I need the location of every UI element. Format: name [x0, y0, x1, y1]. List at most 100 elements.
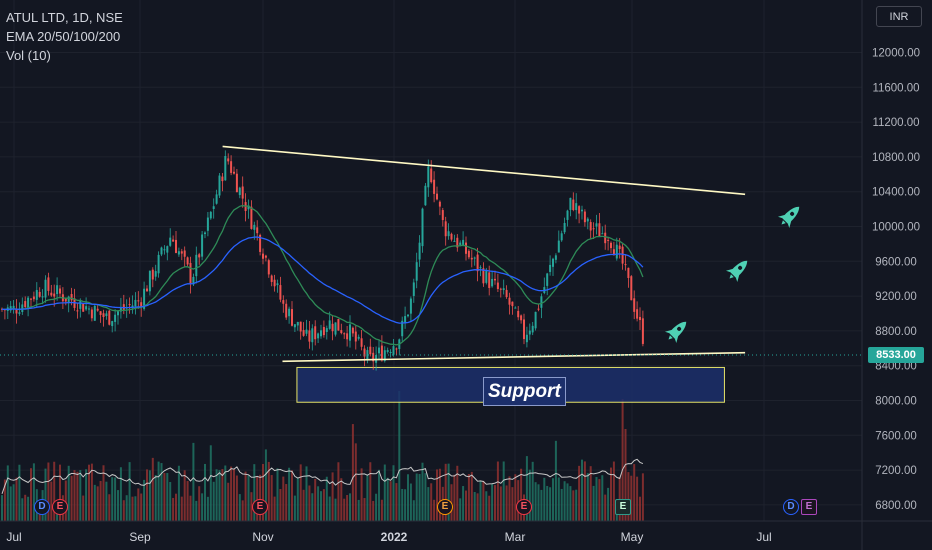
volume-bar — [311, 493, 314, 521]
earnings-event-icon[interactable]: E — [801, 499, 817, 515]
earnings-event-icon[interactable]: E — [52, 499, 68, 515]
volume-bar — [273, 496, 276, 521]
candle-body — [204, 232, 206, 235]
x-tick-label: Sep — [129, 530, 151, 544]
volume-bar — [125, 495, 128, 521]
candle-body — [502, 288, 505, 291]
candle-body — [531, 325, 534, 333]
volume-bar — [253, 464, 256, 521]
earnings-event-icon[interactable]: E — [516, 499, 532, 515]
candle-body — [233, 171, 235, 174]
candle-body — [192, 276, 195, 285]
candle-body — [102, 313, 105, 317]
candle-body — [90, 309, 93, 319]
volume-bar — [528, 469, 531, 521]
candle-body — [105, 313, 108, 317]
candle-body — [241, 186, 244, 199]
candle-body — [636, 309, 639, 319]
volume-bar — [598, 479, 601, 521]
candle-body — [47, 277, 50, 291]
volume-bar — [90, 463, 93, 521]
candle-body — [639, 316, 641, 321]
volume-bar — [227, 482, 230, 521]
candle-body — [476, 254, 479, 272]
volume-bar — [589, 466, 592, 521]
candle-body — [270, 275, 273, 282]
volume-bar — [267, 461, 270, 521]
candle-body — [41, 296, 44, 298]
volume-bar — [482, 480, 485, 521]
candle-body — [453, 240, 456, 242]
volume-bar — [586, 473, 589, 521]
volume-bar — [256, 476, 259, 521]
dividend-event-icon[interactable]: D — [34, 499, 50, 515]
candle-body — [253, 224, 256, 230]
volume-bar — [380, 499, 383, 521]
volume-bar — [398, 391, 401, 521]
volume-bar — [459, 498, 462, 521]
volume-bar — [566, 483, 569, 521]
candle-body — [82, 303, 85, 312]
currency-button[interactable]: INR — [876, 6, 922, 27]
support-label[interactable]: Support — [483, 377, 566, 406]
candle-body — [462, 239, 465, 246]
candle-body — [456, 237, 459, 248]
candle-body — [572, 199, 575, 211]
volume-bar — [386, 477, 389, 521]
dividend-event-icon[interactable]: D — [783, 499, 799, 515]
candle-body — [409, 298, 412, 314]
volume-bar — [627, 472, 630, 521]
volume-bar — [404, 489, 407, 521]
candle-body — [444, 221, 447, 237]
candle-body — [346, 333, 349, 340]
earnings-event-icon[interactable]: E — [615, 499, 631, 515]
candle-body — [430, 168, 433, 183]
candle-body — [224, 155, 227, 181]
candle-body — [215, 194, 218, 204]
ema-indicator-label[interactable]: EMA 20/50/100/200 — [6, 29, 121, 44]
candle-body — [160, 247, 163, 255]
upper-trendline — [222, 145, 746, 196]
volume-bar — [511, 487, 514, 521]
volume-bar — [70, 475, 73, 521]
volume-bar — [438, 468, 441, 521]
candle-body — [511, 301, 514, 307]
volume-bar — [308, 485, 311, 521]
candle-body — [627, 267, 630, 278]
symbol-title[interactable]: ATUL LTD, 1D, NSE — [6, 10, 123, 25]
volume-bar — [204, 463, 206, 521]
volume-bar — [624, 429, 627, 521]
candle-body — [172, 239, 175, 242]
volume-bar — [612, 461, 615, 521]
candle-body — [505, 289, 508, 298]
candle-body — [296, 322, 299, 326]
volume-bar — [27, 496, 30, 521]
volume-bar — [317, 486, 320, 521]
volume-bar — [618, 476, 621, 521]
volume-bar — [12, 484, 15, 521]
volume-bar — [320, 491, 322, 521]
candle-body — [525, 334, 528, 343]
candle-body — [134, 299, 137, 307]
volume-bar — [636, 476, 639, 521]
volume-indicator-label[interactable]: Vol (10) — [6, 48, 51, 63]
candle-body — [380, 345, 383, 361]
volume-bar — [630, 475, 633, 521]
candle-body — [340, 330, 343, 334]
volume-bar — [592, 485, 595, 521]
candle-body — [27, 297, 30, 309]
volume-bar — [473, 491, 476, 521]
earnings-event-icon[interactable]: E — [437, 499, 453, 515]
candle-body — [418, 242, 421, 260]
earnings-event-icon[interactable]: E — [252, 499, 268, 515]
candle-body — [59, 288, 61, 294]
candle-body — [566, 210, 569, 220]
candle-body — [563, 222, 566, 233]
volume-bar — [467, 473, 470, 521]
volume-bar — [105, 481, 108, 521]
volume-bar — [276, 468, 279, 521]
volume-bar — [508, 476, 511, 521]
volume-bar — [192, 442, 195, 521]
volume-bar — [569, 486, 572, 521]
